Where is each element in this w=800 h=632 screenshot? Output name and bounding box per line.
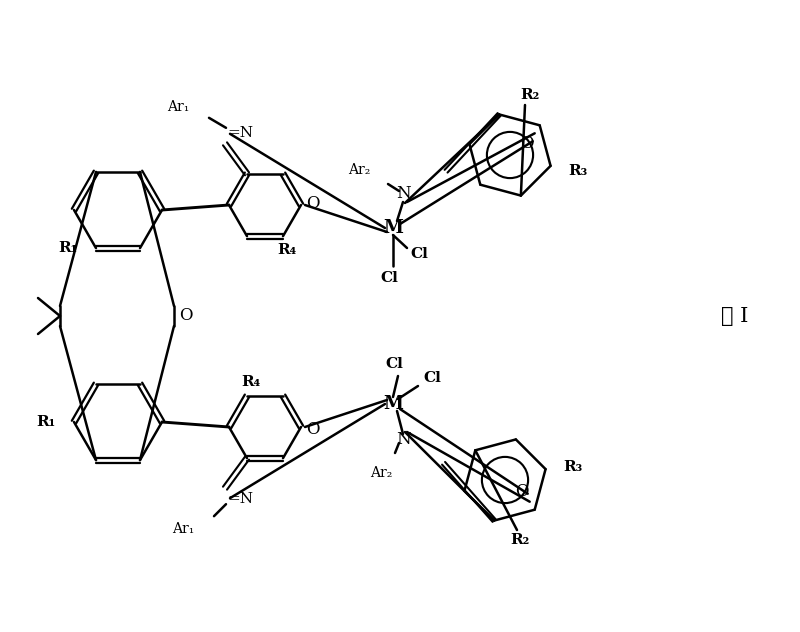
Text: Cl: Cl <box>380 271 398 285</box>
Text: R₄: R₄ <box>242 375 261 389</box>
Text: O: O <box>515 483 529 500</box>
Text: R₁: R₁ <box>37 415 56 429</box>
Text: O: O <box>306 195 320 212</box>
Text: Ar₁: Ar₁ <box>166 100 189 114</box>
Text: Cl: Cl <box>385 357 403 371</box>
Text: =N: =N <box>227 492 253 506</box>
Text: R₄: R₄ <box>278 243 297 257</box>
Text: R₂: R₂ <box>510 533 530 547</box>
Text: M: M <box>383 219 403 237</box>
Text: R₁: R₁ <box>58 241 78 255</box>
Text: M: M <box>383 395 403 413</box>
Text: O: O <box>520 135 534 152</box>
Text: =N: =N <box>227 126 253 140</box>
Text: R₃: R₃ <box>569 164 588 178</box>
Text: Ar₂: Ar₂ <box>348 163 370 177</box>
Text: O: O <box>179 308 193 324</box>
Text: 式 I: 式 I <box>722 307 749 325</box>
Text: R₂: R₂ <box>520 88 540 102</box>
Text: R₃: R₃ <box>563 460 583 474</box>
Text: Cl: Cl <box>410 247 428 261</box>
Text: N: N <box>396 186 410 202</box>
Text: N: N <box>396 432 410 449</box>
Text: Ar₂: Ar₂ <box>370 466 392 480</box>
Text: Cl: Cl <box>423 371 441 385</box>
Text: O: O <box>306 420 320 437</box>
Text: Ar₁: Ar₁ <box>172 522 194 536</box>
